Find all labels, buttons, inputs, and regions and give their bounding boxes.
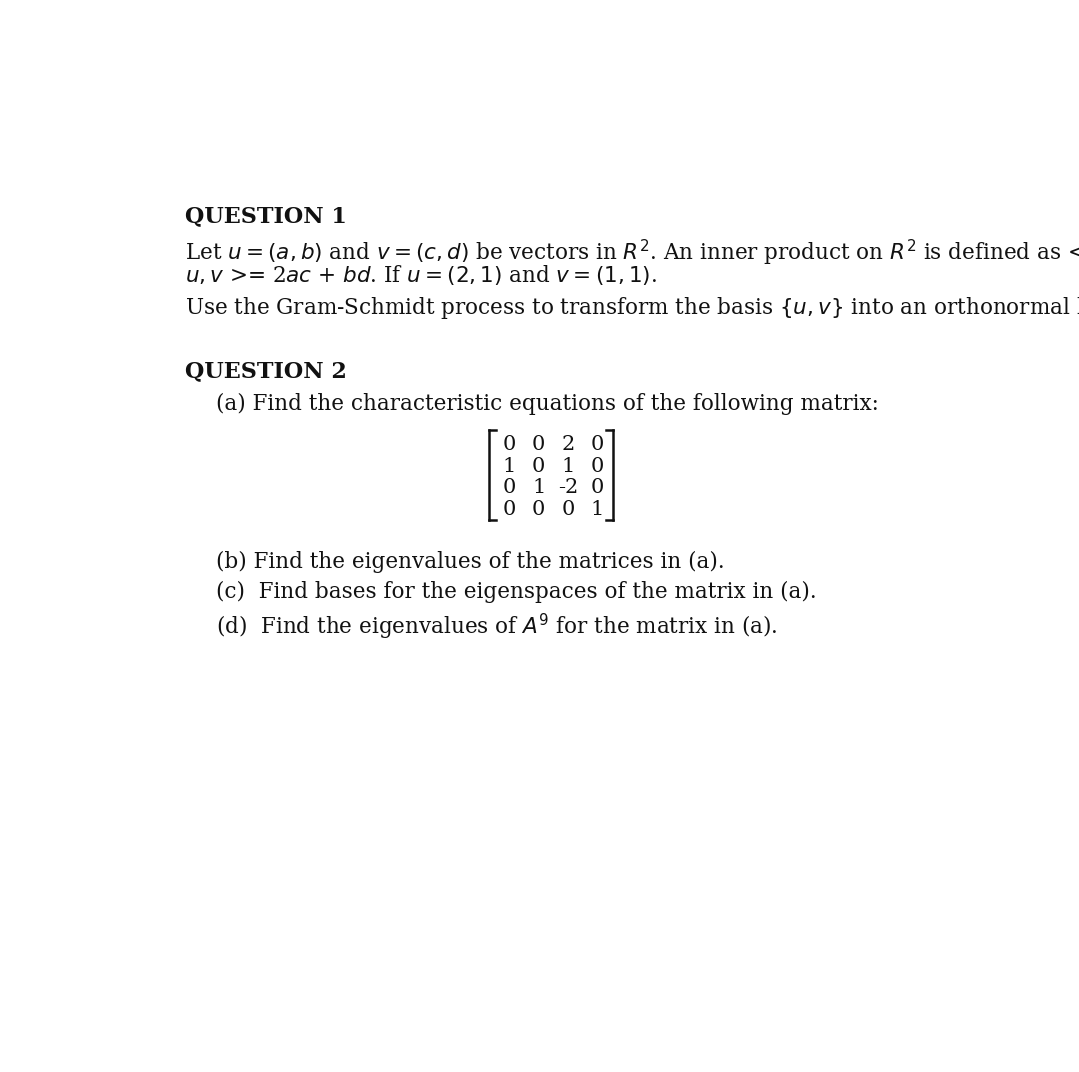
Text: 0: 0	[591, 457, 604, 476]
Text: (a) Find the characteristic equations of the following matrix:: (a) Find the characteristic equations of…	[216, 392, 879, 415]
Text: 0: 0	[591, 478, 604, 497]
Text: Use the Gram-Schmidt process to transform the basis $\{u, v\}$ into an orthonorm: Use the Gram-Schmidt process to transfor…	[186, 295, 1079, 321]
Text: 0: 0	[503, 500, 516, 519]
Text: $u, v$ >= 2$ac$ + $bd$. If $u = (2,1)$ and $v = (1,1)$.: $u, v$ >= 2$ac$ + $bd$. If $u = (2,1)$ a…	[186, 263, 657, 286]
Text: (c)  Find bases for the eigenspaces of the matrix in (a).: (c) Find bases for the eigenspaces of th…	[216, 581, 817, 604]
Text: 0: 0	[532, 500, 545, 519]
Text: 0: 0	[591, 435, 604, 455]
Text: -2: -2	[558, 478, 578, 497]
Text: 0: 0	[503, 435, 516, 455]
Text: 0: 0	[532, 435, 545, 455]
Text: 1: 1	[503, 457, 516, 476]
Text: (d)  Find the eigenvalues of $A^9$ for the matrix in (a).: (d) Find the eigenvalues of $A^9$ for th…	[216, 612, 778, 642]
Text: 1: 1	[561, 457, 575, 476]
Text: QUESTION 1: QUESTION 1	[186, 206, 347, 227]
Text: 1: 1	[532, 478, 545, 497]
Text: QUESTION 2: QUESTION 2	[186, 360, 347, 383]
Text: 1: 1	[591, 500, 604, 519]
Text: 0: 0	[532, 457, 545, 476]
Text: 0: 0	[561, 500, 575, 519]
Text: 2: 2	[561, 435, 575, 455]
Text: 0: 0	[503, 478, 516, 497]
Text: Let $u = (a, b)$ and $v = (c, d)$ be vectors in $R^2$. An inner product on $R^2$: Let $u = (a, b)$ and $v = (c, d)$ be vec…	[186, 238, 1079, 268]
Text: (b) Find the eigenvalues of the matrices in (a).: (b) Find the eigenvalues of the matrices…	[216, 551, 725, 572]
